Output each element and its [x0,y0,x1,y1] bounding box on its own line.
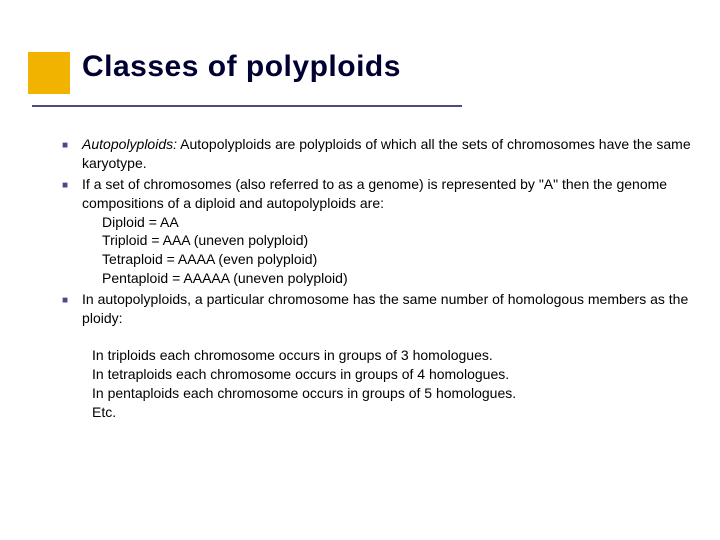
subline: Tetraploid = AAAA (even polyploid) [102,250,700,269]
bullet-text: If a set of chromosomes (also referred t… [82,175,700,288]
footer-line: In triploids each chromosome occurs in g… [92,346,700,365]
bullet-item: ■ In autopolyploids, a particular chromo… [62,290,700,328]
title-underline [32,105,462,107]
bullet-icon: ■ [62,179,68,193]
slide-content: ■ Autopolyploids: Autopolyploids are pol… [62,135,700,421]
bullet-item: ■ Autopolyploids: Autopolyploids are pol… [62,135,700,173]
bullet-rest: If a set of chromosomes (also referred t… [82,176,667,211]
bullet-rest: In autopolyploids, a particular chromoso… [82,291,688,326]
footer-block: In triploids each chromosome occurs in g… [62,346,700,422]
footer-line: Etc. [92,403,700,422]
bullet-icon: ■ [62,139,68,153]
footer-line: In pentaploids each chromosome occurs in… [92,384,700,403]
subline: Triploid = AAA (uneven polyploid) [102,231,700,250]
accent-square-top [28,52,70,94]
footer-line: In tetraploids each chromosome occurs in… [92,365,700,384]
bullet-text: In autopolyploids, a particular chromoso… [82,290,700,328]
bullet-label: Autopolyploids: [82,136,177,152]
bullet-item: ■ If a set of chromosomes (also referred… [62,175,700,288]
bullet-icon: ■ [62,294,68,308]
slide-title: Classes of polyploids [82,50,401,84]
sublines: Diploid = AA Triploid = AAA (uneven poly… [82,213,700,289]
subline: Pentaploid = AAAAA (uneven polyploid) [102,269,700,288]
subline: Diploid = AA [102,213,700,232]
bullet-text: Autopolyploids: Autopolyploids are polyp… [82,135,700,173]
